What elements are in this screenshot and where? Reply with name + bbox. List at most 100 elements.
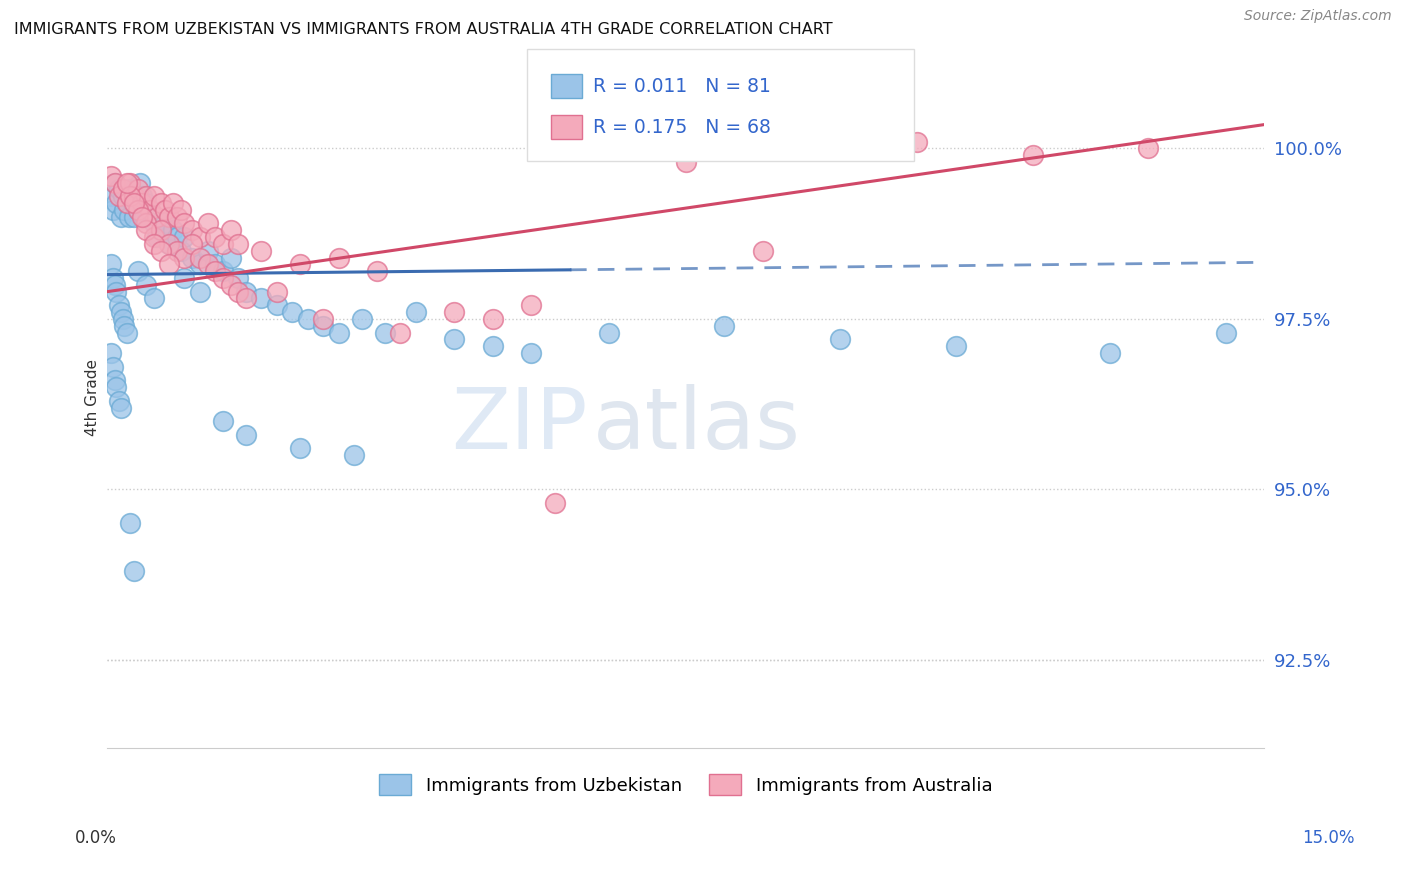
Point — [120, 182, 142, 196]
Point — [153, 217, 176, 231]
Point — [250, 244, 273, 258]
Point — [228, 236, 250, 251]
Point — [108, 298, 131, 312]
Point — [173, 217, 195, 231]
Point — [443, 305, 465, 319]
Point — [118, 210, 141, 224]
Point — [197, 217, 219, 231]
Point — [120, 189, 142, 203]
Point — [125, 189, 148, 203]
Point — [343, 448, 366, 462]
Text: Source: ZipAtlas.com: Source: ZipAtlas.com — [1244, 9, 1392, 23]
Point — [166, 210, 188, 224]
Point — [219, 223, 242, 237]
Point — [162, 223, 184, 237]
Point — [328, 251, 350, 265]
Point — [312, 312, 335, 326]
Point — [482, 339, 505, 353]
Point — [1215, 326, 1237, 340]
Legend: Immigrants from Uzbekistan, Immigrants from Australia: Immigrants from Uzbekistan, Immigrants f… — [371, 767, 1000, 803]
Point — [752, 244, 775, 258]
Point — [128, 176, 150, 190]
Point — [142, 217, 165, 231]
Point — [135, 217, 157, 231]
Point — [197, 257, 219, 271]
Point — [135, 277, 157, 292]
Point — [150, 196, 173, 211]
Point — [713, 318, 735, 333]
Text: R = 0.011   N = 81: R = 0.011 N = 81 — [593, 77, 772, 95]
Point — [250, 292, 273, 306]
Point — [100, 257, 122, 271]
Point — [828, 138, 851, 153]
Point — [374, 326, 396, 340]
Point — [138, 202, 160, 217]
Point — [127, 202, 149, 217]
Point — [131, 189, 153, 203]
Point — [122, 564, 145, 578]
Text: atlas: atlas — [593, 384, 801, 467]
Point — [157, 236, 180, 251]
Point — [945, 339, 967, 353]
Point — [115, 326, 138, 340]
Point — [188, 230, 211, 244]
Point — [104, 277, 127, 292]
Text: 0.0%: 0.0% — [75, 829, 117, 847]
Point — [288, 257, 311, 271]
Point — [520, 298, 543, 312]
Point — [135, 189, 157, 203]
Point — [188, 251, 211, 265]
Point — [127, 182, 149, 196]
Point — [142, 292, 165, 306]
Point — [142, 230, 165, 244]
Point — [112, 318, 135, 333]
Point — [173, 251, 195, 265]
Point — [146, 210, 169, 224]
Point — [675, 155, 697, 169]
Point — [266, 285, 288, 299]
Point — [543, 496, 565, 510]
Point — [598, 326, 620, 340]
Point — [389, 326, 412, 340]
Point — [121, 196, 143, 211]
Point — [105, 380, 128, 394]
Point — [120, 516, 142, 531]
Point — [443, 332, 465, 346]
Point — [142, 189, 165, 203]
Point — [288, 442, 311, 456]
Point — [127, 264, 149, 278]
Point — [100, 346, 122, 360]
Point — [212, 414, 235, 428]
Point — [166, 230, 188, 244]
Point — [150, 223, 173, 237]
Point — [197, 244, 219, 258]
Point — [181, 223, 204, 237]
Point — [131, 210, 153, 224]
Point — [153, 202, 176, 217]
Point — [111, 312, 134, 326]
Point — [122, 196, 145, 211]
Point — [146, 230, 169, 244]
Point — [212, 271, 235, 285]
Point — [212, 264, 235, 278]
Point — [100, 169, 122, 183]
Point — [110, 305, 132, 319]
Point — [122, 189, 145, 203]
Point — [112, 202, 135, 217]
Point — [110, 210, 132, 224]
Point — [1137, 141, 1160, 155]
Point — [235, 285, 257, 299]
Point — [1098, 346, 1121, 360]
Point — [281, 305, 304, 319]
Point — [134, 210, 156, 224]
Point — [297, 312, 319, 326]
Point — [104, 373, 127, 387]
Point — [212, 236, 235, 251]
Point — [115, 176, 138, 190]
Point — [111, 189, 134, 203]
Point — [181, 251, 204, 265]
Point — [905, 135, 928, 149]
Point — [188, 285, 211, 299]
Point — [115, 196, 138, 211]
Point — [366, 264, 388, 278]
